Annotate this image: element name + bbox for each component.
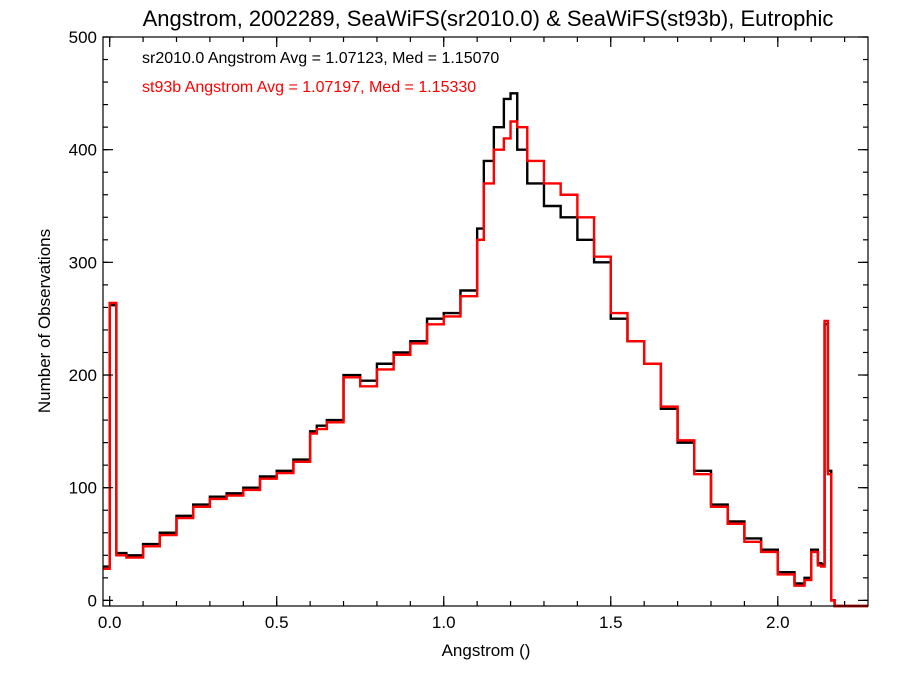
y-tick-label: 500 xyxy=(69,28,97,47)
x-tick-label: 0.0 xyxy=(98,613,122,632)
x-tick-label: 0.5 xyxy=(265,613,289,632)
y-tick-label: 200 xyxy=(69,366,97,385)
x-axis: 0.0 0.5 1.0 1.5 2.0 xyxy=(98,37,846,632)
plot-lines xyxy=(103,92,868,608)
chart-title: Angstrom, 2002289, SeaWiFS(sr2010.0) & S… xyxy=(143,6,834,31)
plot-frame xyxy=(102,36,869,607)
legend-entry-st93b: st93b Angstrom Avg = 1.07197, Med = 1.15… xyxy=(142,79,476,96)
x-tick-label: 2.0 xyxy=(766,613,790,632)
x-tick-label: 1.5 xyxy=(599,613,623,632)
y-tick-label: 0 xyxy=(88,591,97,610)
y-tick-label: 100 xyxy=(69,479,97,498)
legend: sr2010.0 Angstrom Avg = 1.07123, Med = 1… xyxy=(142,50,499,96)
y-tick-label: 400 xyxy=(69,141,97,160)
x-axis-label: Angstrom () xyxy=(442,641,531,660)
y-tick-label: 300 xyxy=(69,253,97,272)
legend-entry-sr2010: sr2010.0 Angstrom Avg = 1.07123, Med = 1… xyxy=(142,50,499,67)
series-line-st93b xyxy=(103,120,868,608)
y-axis-label: Number of Observations xyxy=(35,229,54,413)
series-line-sr2010.0 xyxy=(103,92,868,608)
y-axis: 0 100 200 300 400 500 xyxy=(69,28,868,610)
x-tick-label: 1.0 xyxy=(432,613,456,632)
